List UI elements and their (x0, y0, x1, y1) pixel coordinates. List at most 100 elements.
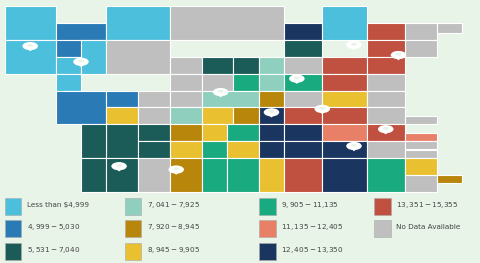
Bar (233, 74, 259, 90)
Bar (170, 90, 202, 107)
Bar (322, 124, 367, 141)
Polygon shape (24, 46, 36, 51)
Bar (405, 133, 436, 141)
Bar (322, 57, 367, 74)
Bar (284, 23, 322, 40)
Polygon shape (392, 55, 405, 60)
Circle shape (23, 42, 38, 50)
Bar (259, 158, 284, 192)
Bar (125, 220, 141, 237)
Bar (125, 198, 141, 215)
Bar (259, 124, 284, 141)
Bar (56, 57, 81, 74)
Bar (259, 243, 276, 260)
Circle shape (168, 165, 184, 174)
Bar (227, 158, 259, 192)
Bar (322, 90, 367, 107)
Bar (405, 40, 436, 57)
Bar (202, 124, 227, 141)
Bar (138, 107, 170, 124)
Polygon shape (348, 146, 360, 151)
Bar (367, 124, 405, 141)
Circle shape (269, 110, 274, 113)
Bar (284, 158, 322, 192)
Bar (436, 175, 462, 183)
Bar (170, 107, 233, 124)
Polygon shape (215, 92, 227, 97)
Bar (202, 107, 233, 124)
Bar (367, 158, 405, 192)
Bar (233, 107, 259, 124)
Bar (56, 40, 107, 57)
Text: $11,135 - $12,405: $11,135 - $12,405 (281, 222, 344, 232)
Bar (322, 158, 367, 192)
Polygon shape (113, 166, 125, 171)
Polygon shape (316, 109, 329, 114)
Bar (405, 150, 436, 158)
Bar (367, 57, 405, 74)
Bar (5, 40, 56, 74)
Bar (259, 198, 276, 215)
Bar (170, 6, 284, 40)
Circle shape (351, 43, 357, 46)
Bar (170, 124, 202, 141)
Bar (202, 141, 227, 158)
Circle shape (27, 44, 33, 47)
Circle shape (391, 51, 406, 59)
Bar (56, 90, 107, 124)
Circle shape (378, 125, 394, 133)
Bar (5, 198, 21, 215)
Text: $5,531 - $7,040: $5,531 - $7,040 (27, 245, 80, 255)
Bar (56, 23, 107, 40)
Bar (107, 40, 170, 74)
Text: $7,041 - $7,925: $7,041 - $7,925 (147, 200, 200, 210)
Circle shape (73, 58, 89, 66)
Bar (322, 6, 367, 40)
Bar (138, 124, 170, 141)
Bar (202, 90, 259, 107)
Polygon shape (379, 129, 392, 134)
Circle shape (213, 88, 228, 96)
Circle shape (116, 164, 122, 167)
Bar (5, 243, 21, 260)
Bar (284, 124, 322, 141)
Bar (5, 220, 21, 237)
Bar (107, 107, 138, 124)
Circle shape (289, 74, 305, 83)
Bar (284, 40, 322, 57)
Bar (367, 40, 405, 57)
Bar (138, 141, 170, 158)
Bar (170, 141, 202, 158)
Text: $12,405 - $13,350: $12,405 - $13,350 (281, 245, 344, 255)
Bar (367, 107, 405, 124)
Bar (284, 57, 322, 74)
Bar (259, 57, 284, 74)
Bar (138, 90, 170, 107)
Bar (259, 220, 276, 237)
Bar (284, 107, 322, 124)
Polygon shape (265, 112, 278, 118)
Bar (374, 220, 391, 237)
Text: $4,999 - $5,030: $4,999 - $5,030 (27, 222, 80, 232)
Bar (227, 124, 259, 141)
Bar (405, 116, 436, 124)
Bar (436, 23, 462, 33)
Bar (81, 124, 107, 158)
Circle shape (111, 162, 127, 170)
Bar (202, 74, 233, 90)
Bar (81, 40, 107, 74)
Bar (405, 23, 436, 40)
Bar (202, 158, 227, 192)
Polygon shape (348, 45, 360, 50)
Bar (107, 90, 138, 107)
Bar (259, 90, 284, 107)
Bar (367, 141, 405, 158)
Text: $9,905 - $11,135: $9,905 - $11,135 (281, 200, 339, 210)
Bar (170, 57, 202, 74)
Bar (259, 141, 284, 158)
Bar (202, 57, 233, 74)
Circle shape (264, 108, 279, 117)
Circle shape (319, 107, 325, 110)
Text: $13,351 - $15,355: $13,351 - $15,355 (396, 200, 459, 210)
Bar (405, 158, 436, 175)
